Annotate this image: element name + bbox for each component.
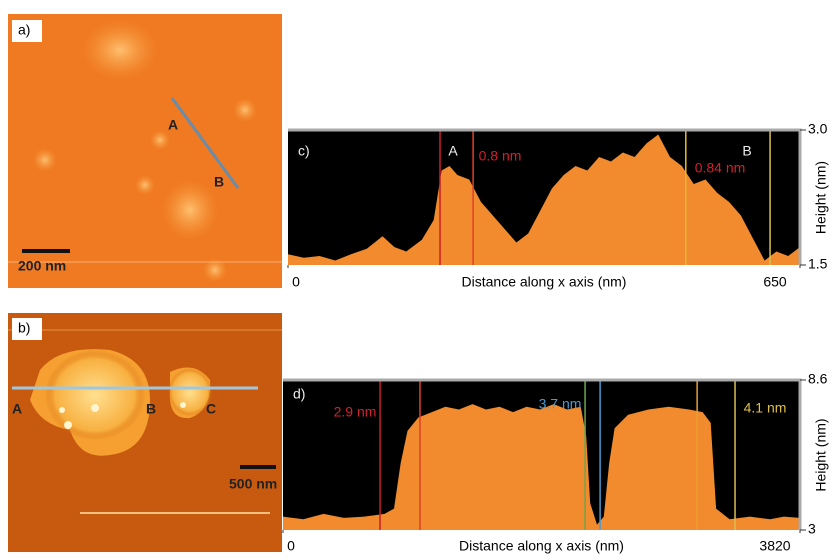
y-axis-label: Height (nm) — [813, 161, 829, 234]
y-tick-label: 8.6 — [808, 371, 828, 387]
afm-image-b: b) A B C 500 nm — [8, 313, 282, 552]
y-tick-label: 3.0 — [808, 121, 828, 137]
panel-label: d) — [293, 386, 305, 402]
point-label: A — [168, 117, 178, 133]
panel-label: a) — [18, 22, 30, 38]
afm-image-a: a) A B 200 nm — [8, 14, 282, 288]
x-tick-label: 3820 — [759, 538, 790, 554]
x-tick-label: 650 — [763, 274, 787, 290]
point-label: B — [214, 174, 224, 190]
y-axis-label: Height (nm) — [813, 418, 829, 491]
annotation: 0.8 nm — [479, 148, 522, 164]
profile-chart: A 0.8 nm B0.84 nm 1.5 3.0 0 650 Distance along … — [287, 121, 829, 290]
annotation: A — [448, 143, 458, 159]
profile-chart: 2.9 nm 3.7 nm 4.1 nm 3 8.6 0 3820 Distance alon… — [282, 371, 829, 554]
annotation: 0.84 nm — [695, 160, 746, 176]
panel-label: c) — [298, 143, 310, 159]
scale-bar-label: 200 nm — [18, 258, 66, 274]
annotation: 3.7 nm — [539, 396, 582, 412]
y-tick-label: 1.5 — [808, 256, 828, 272]
x-tick-label: 0 — [292, 274, 300, 290]
x-tick-label: 0 — [287, 538, 295, 554]
x-axis-label: Distance along x axis (nm) — [459, 538, 624, 554]
height-profile — [288, 134, 800, 265]
y-tick-label: 3 — [808, 521, 816, 537]
annotation: B — [742, 143, 751, 159]
height-profile — [283, 404, 800, 530]
scale-bar-label: 500 nm — [229, 476, 277, 492]
point-label: B — [146, 401, 156, 417]
annotation: 2.9 nm — [334, 404, 377, 420]
panel-label: b) — [18, 320, 30, 336]
point-label: C — [206, 401, 216, 417]
point-label: A — [12, 401, 22, 417]
x-axis-label: Distance along x axis (nm) — [462, 274, 627, 290]
annotation: 4.1 nm — [744, 400, 787, 416]
